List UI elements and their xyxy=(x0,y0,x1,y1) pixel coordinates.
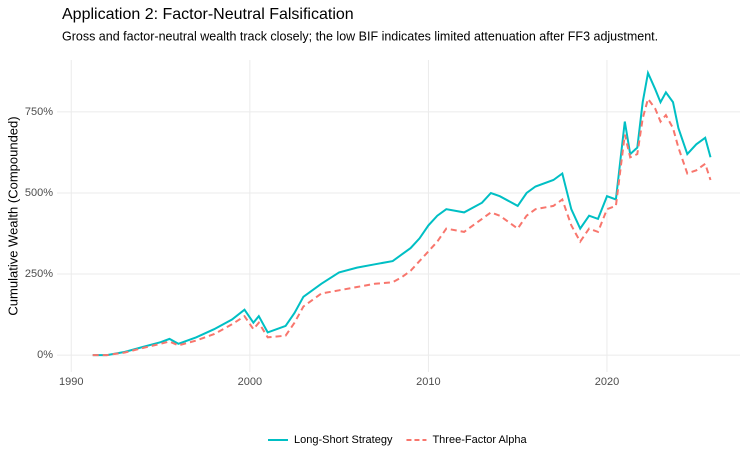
x-tick-label: 2010 xyxy=(416,376,440,388)
y-axis-title: Cumulative Wealth (Compounded) xyxy=(5,116,20,315)
chart-title: Application 2: Factor-Neutral Falsificat… xyxy=(62,6,354,23)
y-tick-label: 0% xyxy=(37,349,53,361)
legend-label: Three-Factor Alpha xyxy=(432,434,527,446)
legend-label: Long-Short Strategy xyxy=(294,434,393,446)
y-tick-label: 250% xyxy=(25,268,53,280)
chart-subtitle: Gross and factor-neutral wealth track cl… xyxy=(62,29,658,43)
x-tick-label: 1990 xyxy=(59,376,83,388)
x-tick-label: 2020 xyxy=(595,376,619,388)
y-tick-label: 750% xyxy=(25,106,53,118)
y-tick-label: 500% xyxy=(25,187,53,199)
series-line xyxy=(92,69,712,357)
x-tick-label: 2000 xyxy=(238,376,262,388)
series-line xyxy=(92,96,712,357)
